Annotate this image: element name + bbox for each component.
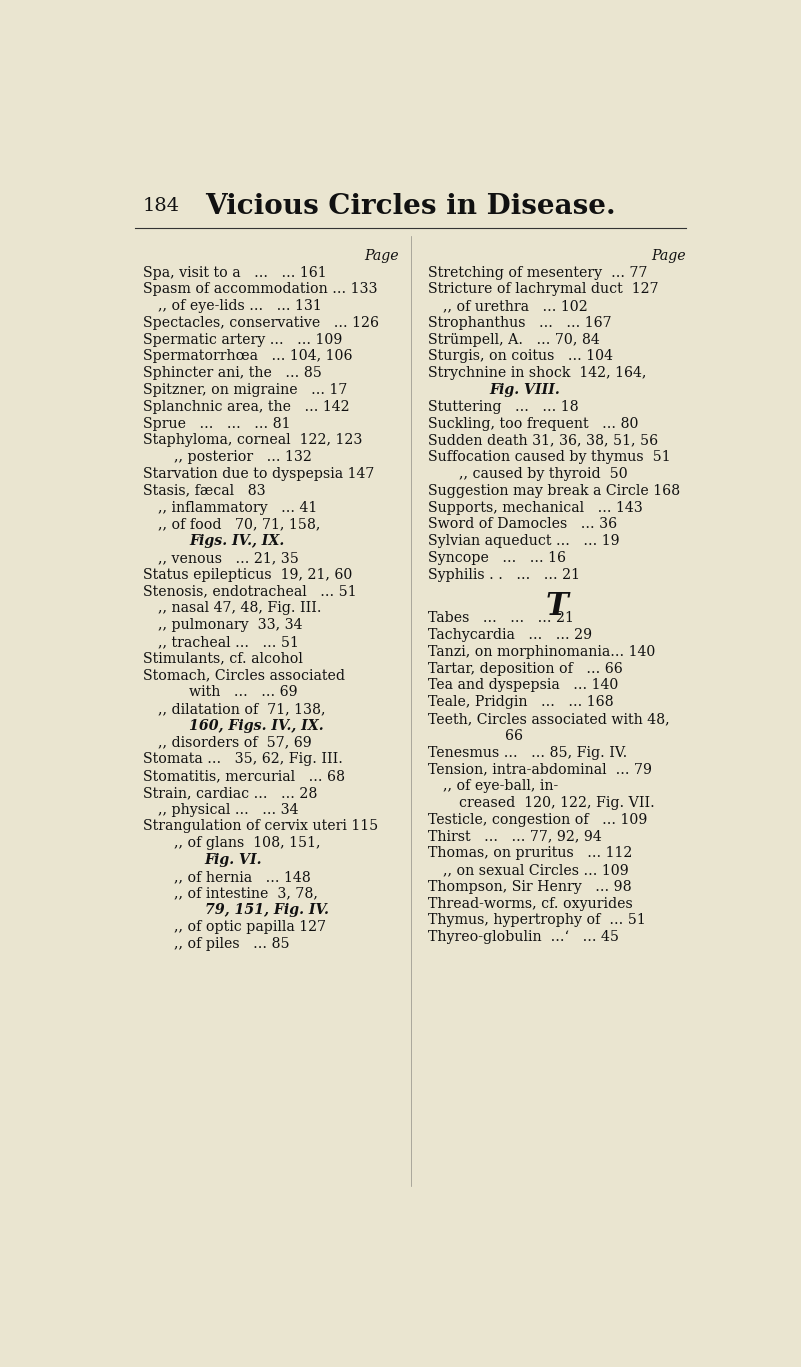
Text: Sylvian aqueduct ...   ... 19: Sylvian aqueduct ... ... 19 [428, 534, 619, 548]
Text: ,, of optic papilla 127: ,, of optic papilla 127 [174, 920, 326, 934]
Text: Fig. VIII.: Fig. VIII. [489, 383, 561, 396]
Text: Stuttering   ...   ... 18: Stuttering ... ... 18 [428, 399, 578, 414]
Text: 184: 184 [143, 197, 180, 216]
Text: Thyreo-globulin  ...‘   ... 45: Thyreo-globulin ...‘ ... 45 [428, 931, 618, 945]
Text: ,, of intestine  3, 78,: ,, of intestine 3, 78, [174, 887, 318, 901]
Text: Fig. VI.: Fig. VI. [205, 853, 262, 867]
Text: ,, venous   ... 21, 35: ,, venous ... 21, 35 [159, 551, 299, 565]
Text: Thirst   ...   ... 77, 92, 94: Thirst ... ... 77, 92, 94 [428, 830, 602, 843]
Text: Starvation due to dyspepsia 147: Starvation due to dyspepsia 147 [143, 468, 374, 481]
Text: Tenesmus ...   ... 85, Fig. IV.: Tenesmus ... ... 85, Fig. IV. [428, 745, 627, 760]
Text: with   ...   ... 69: with ... ... 69 [189, 685, 298, 699]
Text: Spermatorrhœa   ... 104, 106: Spermatorrhœa ... 104, 106 [143, 350, 352, 364]
Text: ,, disorders of  57, 69: ,, disorders of 57, 69 [159, 735, 312, 749]
Text: Strychnine in shock  142, 164,: Strychnine in shock 142, 164, [428, 366, 646, 380]
Text: Spa, visit to a   ...   ... 161: Spa, visit to a ... ... 161 [143, 265, 326, 279]
Text: Thomas, on pruritus   ... 112: Thomas, on pruritus ... 112 [428, 846, 632, 860]
Text: ,, dilatation of  71, 138,: ,, dilatation of 71, 138, [159, 703, 326, 716]
Text: T: T [545, 591, 568, 622]
Text: Teeth, Circles associated with 48,: Teeth, Circles associated with 48, [428, 712, 669, 726]
Text: Tea and dyspepsia   ... 140: Tea and dyspepsia ... 140 [428, 678, 618, 693]
Text: ,, of eye-lids ...   ... 131: ,, of eye-lids ... ... 131 [159, 299, 322, 313]
Text: Stimulants, cf. alcohol: Stimulants, cf. alcohol [143, 652, 303, 666]
Text: ,, of food   70, 71, 158,: ,, of food 70, 71, 158, [159, 517, 320, 532]
Text: ,, of piles   ... 85: ,, of piles ... 85 [174, 936, 289, 951]
Text: Suckling, too frequent   ... 80: Suckling, too frequent ... 80 [428, 417, 638, 431]
Text: ,, of glans  108, 151,: ,, of glans 108, 151, [174, 837, 320, 850]
Text: Figs. IV., IX.: Figs. IV., IX. [189, 534, 284, 548]
Text: Strain, cardiac ...   ... 28: Strain, cardiac ... ... 28 [143, 786, 317, 800]
Text: Sword of Damocles   ... 36: Sword of Damocles ... 36 [428, 517, 617, 532]
Text: 160, Figs. IV., IX.: 160, Figs. IV., IX. [189, 719, 324, 733]
Text: Stricture of lachrymal duct  127: Stricture of lachrymal duct 127 [428, 283, 658, 297]
Text: ,, pulmonary  33, 34: ,, pulmonary 33, 34 [159, 618, 303, 632]
Text: ,, posterior   ... 132: ,, posterior ... 132 [174, 450, 312, 465]
Text: Tension, intra-abdominal  ... 79: Tension, intra-abdominal ... 79 [428, 763, 651, 776]
Text: 79, 151, Fig. IV.: 79, 151, Fig. IV. [205, 904, 328, 917]
Text: Page: Page [651, 249, 686, 262]
Text: Sturgis, on coitus   ... 104: Sturgis, on coitus ... 104 [428, 350, 613, 364]
Text: Teale, Pridgin   ...   ... 168: Teale, Pridgin ... ... 168 [428, 696, 614, 709]
Text: Spasm of accommodation ... 133: Spasm of accommodation ... 133 [143, 283, 377, 297]
Text: Sphincter ani, the   ... 85: Sphincter ani, the ... 85 [143, 366, 322, 380]
Text: Stomata ...   35, 62, Fig. III.: Stomata ... 35, 62, Fig. III. [143, 752, 343, 767]
Text: Suggestion may break a Circle 168: Suggestion may break a Circle 168 [428, 484, 680, 498]
Text: ,, of hernia   ... 148: ,, of hernia ... 148 [174, 869, 311, 884]
Text: Tanzi, on morphinomania... 140: Tanzi, on morphinomania... 140 [428, 645, 655, 659]
Text: Stasis, fæcal   83: Stasis, fæcal 83 [143, 484, 265, 498]
Text: ,, on sexual Circles ... 109: ,, on sexual Circles ... 109 [443, 863, 629, 878]
Text: Spitzner, on migraine   ... 17: Spitzner, on migraine ... 17 [143, 383, 347, 396]
Text: Syncope   ...   ... 16: Syncope ... ... 16 [428, 551, 566, 565]
Text: creased  120, 122, Fig. VII.: creased 120, 122, Fig. VII. [458, 796, 654, 811]
Text: Staphyloma, corneal  122, 123: Staphyloma, corneal 122, 123 [143, 433, 362, 447]
Text: Tachycardia   ...   ... 29: Tachycardia ... ... 29 [428, 627, 592, 642]
Text: Spectacles, conservative   ... 126: Spectacles, conservative ... 126 [143, 316, 379, 329]
Text: ,, tracheal ...   ... 51: ,, tracheal ... ... 51 [159, 634, 299, 649]
Text: ,, of urethra   ... 102: ,, of urethra ... 102 [443, 299, 588, 313]
Text: Status epilepticus  19, 21, 60: Status epilepticus 19, 21, 60 [143, 567, 352, 582]
Text: Suffocation caused by thymus  51: Suffocation caused by thymus 51 [428, 450, 670, 465]
Text: Supports, mechanical   ... 143: Supports, mechanical ... 143 [428, 500, 642, 514]
Text: Tabes   ...   ...   ... 21: Tabes ... ... ... 21 [428, 611, 574, 625]
Text: Strophanthus   ...   ... 167: Strophanthus ... ... 167 [428, 316, 611, 329]
Text: Tartar, deposition of   ... 66: Tartar, deposition of ... 66 [428, 662, 622, 675]
Text: Sudden death 31, 36, 38, 51, 56: Sudden death 31, 36, 38, 51, 56 [428, 433, 658, 447]
Text: Syphilis . .   ...   ... 21: Syphilis . . ... ... 21 [428, 567, 580, 582]
Text: Thompson, Sir Henry   ... 98: Thompson, Sir Henry ... 98 [428, 880, 631, 894]
Text: ,, caused by thyroid  50: ,, caused by thyroid 50 [458, 468, 627, 481]
Text: Stenosis, endotracheal   ... 51: Stenosis, endotracheal ... 51 [143, 585, 356, 599]
Text: Vicious Circles in Disease.: Vicious Circles in Disease. [205, 193, 616, 220]
Text: Strangulation of cervix uteri 115: Strangulation of cervix uteri 115 [143, 819, 378, 834]
Text: Spermatic artery ...   ... 109: Spermatic artery ... ... 109 [143, 332, 342, 347]
Text: Strümpell, A.   ... 70, 84: Strümpell, A. ... 70, 84 [428, 332, 599, 347]
Text: ,, inflammatory   ... 41: ,, inflammatory ... 41 [159, 500, 317, 514]
Text: 66: 66 [505, 729, 523, 742]
Text: Thread-worms, cf. oxyurides: Thread-worms, cf. oxyurides [428, 897, 632, 910]
Text: ,, physical ...   ... 34: ,, physical ... ... 34 [159, 802, 299, 816]
Text: Page: Page [364, 249, 399, 262]
Text: Stretching of mesentery  ... 77: Stretching of mesentery ... 77 [428, 265, 647, 279]
Text: Splanchnic area, the   ... 142: Splanchnic area, the ... 142 [143, 399, 349, 414]
Text: ,, nasal 47, 48, Fig. III.: ,, nasal 47, 48, Fig. III. [159, 601, 322, 615]
Text: Sprue   ...   ...   ... 81: Sprue ... ... ... 81 [143, 417, 290, 431]
Text: ,, of eye-ball, in-: ,, of eye-ball, in- [443, 779, 558, 793]
Text: Stomatitis, mercurial   ... 68: Stomatitis, mercurial ... 68 [143, 770, 344, 783]
Text: Stomach, Circles associated: Stomach, Circles associated [143, 668, 344, 682]
Text: Testicle, congestion of   ... 109: Testicle, congestion of ... 109 [428, 813, 647, 827]
Text: Thymus, hypertrophy of  ... 51: Thymus, hypertrophy of ... 51 [428, 913, 646, 927]
